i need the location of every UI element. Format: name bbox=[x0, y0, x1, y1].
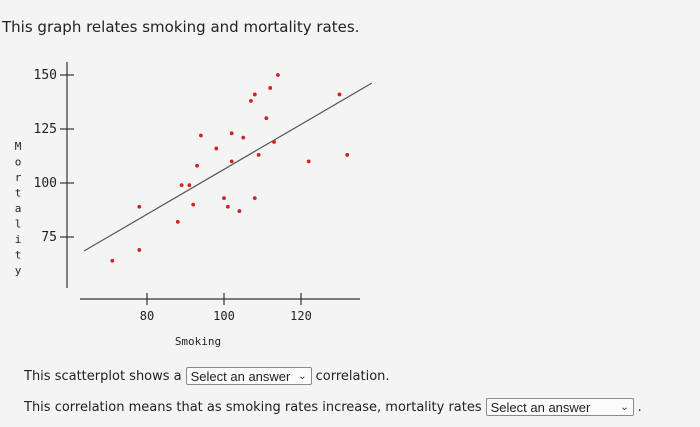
data-point bbox=[337, 92, 342, 97]
y-axis-label-letter: M bbox=[15, 140, 22, 153]
trend-line-group bbox=[83, 82, 373, 252]
x-tick-label: 80 bbox=[140, 309, 154, 323]
y-axis-label-letter: r bbox=[15, 171, 22, 184]
y-axis-label-letter: t bbox=[15, 187, 22, 200]
data-point bbox=[345, 153, 350, 157]
y-tick-label: 75 bbox=[41, 230, 57, 245]
question-line-2-before: This correlation means that as smoking r… bbox=[24, 399, 482, 415]
question-line-1: This scatterplot shows a Select an answe… bbox=[24, 367, 390, 385]
data-point bbox=[137, 204, 142, 209]
x-axis-label: Smoking bbox=[175, 335, 221, 348]
data-point bbox=[252, 92, 257, 97]
data-point bbox=[175, 219, 180, 224]
data-point bbox=[252, 196, 257, 201]
data-point bbox=[110, 258, 115, 263]
correlation-type-select-value: Select an answer bbox=[190, 368, 291, 384]
mortality-trend-select-value: Select an answer bbox=[490, 399, 591, 415]
x-tick-label: 120 bbox=[290, 309, 312, 323]
data-point bbox=[222, 196, 226, 201]
chart-axes bbox=[60, 62, 360, 305]
y-axis-label-letter: t bbox=[15, 249, 22, 262]
question-line-1-after: correlation. bbox=[315, 368, 390, 384]
question-line-1-before: This scatterplot shows a bbox=[24, 368, 182, 384]
y-tick-label: 125 bbox=[34, 122, 57, 137]
data-point bbox=[272, 140, 276, 144]
data-point bbox=[179, 183, 184, 188]
x-tick-label: 100 bbox=[213, 309, 235, 323]
data-point bbox=[237, 209, 242, 213]
y-axis-label-letter: a bbox=[15, 202, 22, 215]
data-points bbox=[110, 73, 350, 263]
y-tick-label: 150 bbox=[34, 68, 57, 83]
data-point bbox=[268, 86, 273, 90]
question-line-2-after: . bbox=[637, 399, 642, 415]
data-point bbox=[264, 116, 269, 121]
mortality-trend-select[interactable]: Select an answer ⌄ bbox=[485, 398, 634, 416]
chevron-down-icon: ⌄ bbox=[298, 370, 307, 382]
data-point bbox=[191, 202, 196, 207]
data-point bbox=[249, 99, 253, 103]
data-point bbox=[276, 73, 280, 77]
y-axis-label-letter: l bbox=[15, 218, 22, 231]
question-line-2: This correlation means that as smoking r… bbox=[24, 398, 642, 416]
data-point bbox=[241, 135, 246, 140]
data-point bbox=[137, 248, 142, 252]
trend-line bbox=[83, 82, 373, 252]
correlation-type-select[interactable]: Select an answer ⌄ bbox=[185, 367, 312, 385]
page-title: This graph relates smoking and mortality… bbox=[2, 18, 360, 36]
y-tick-label: 100 bbox=[34, 176, 57, 191]
data-point bbox=[256, 153, 261, 157]
data-point bbox=[195, 163, 199, 168]
y-axis-label-letter: y bbox=[15, 264, 22, 277]
data-point bbox=[229, 131, 234, 136]
data-point bbox=[225, 204, 230, 209]
data-point bbox=[199, 133, 203, 138]
y-axis-label-letter: o bbox=[15, 156, 22, 169]
y-axis-label-letter: i bbox=[15, 233, 22, 246]
data-point bbox=[214, 146, 219, 151]
data-point bbox=[229, 159, 234, 164]
data-point bbox=[187, 183, 192, 188]
chevron-down-icon: ⌄ bbox=[620, 401, 629, 413]
data-point bbox=[306, 159, 311, 164]
